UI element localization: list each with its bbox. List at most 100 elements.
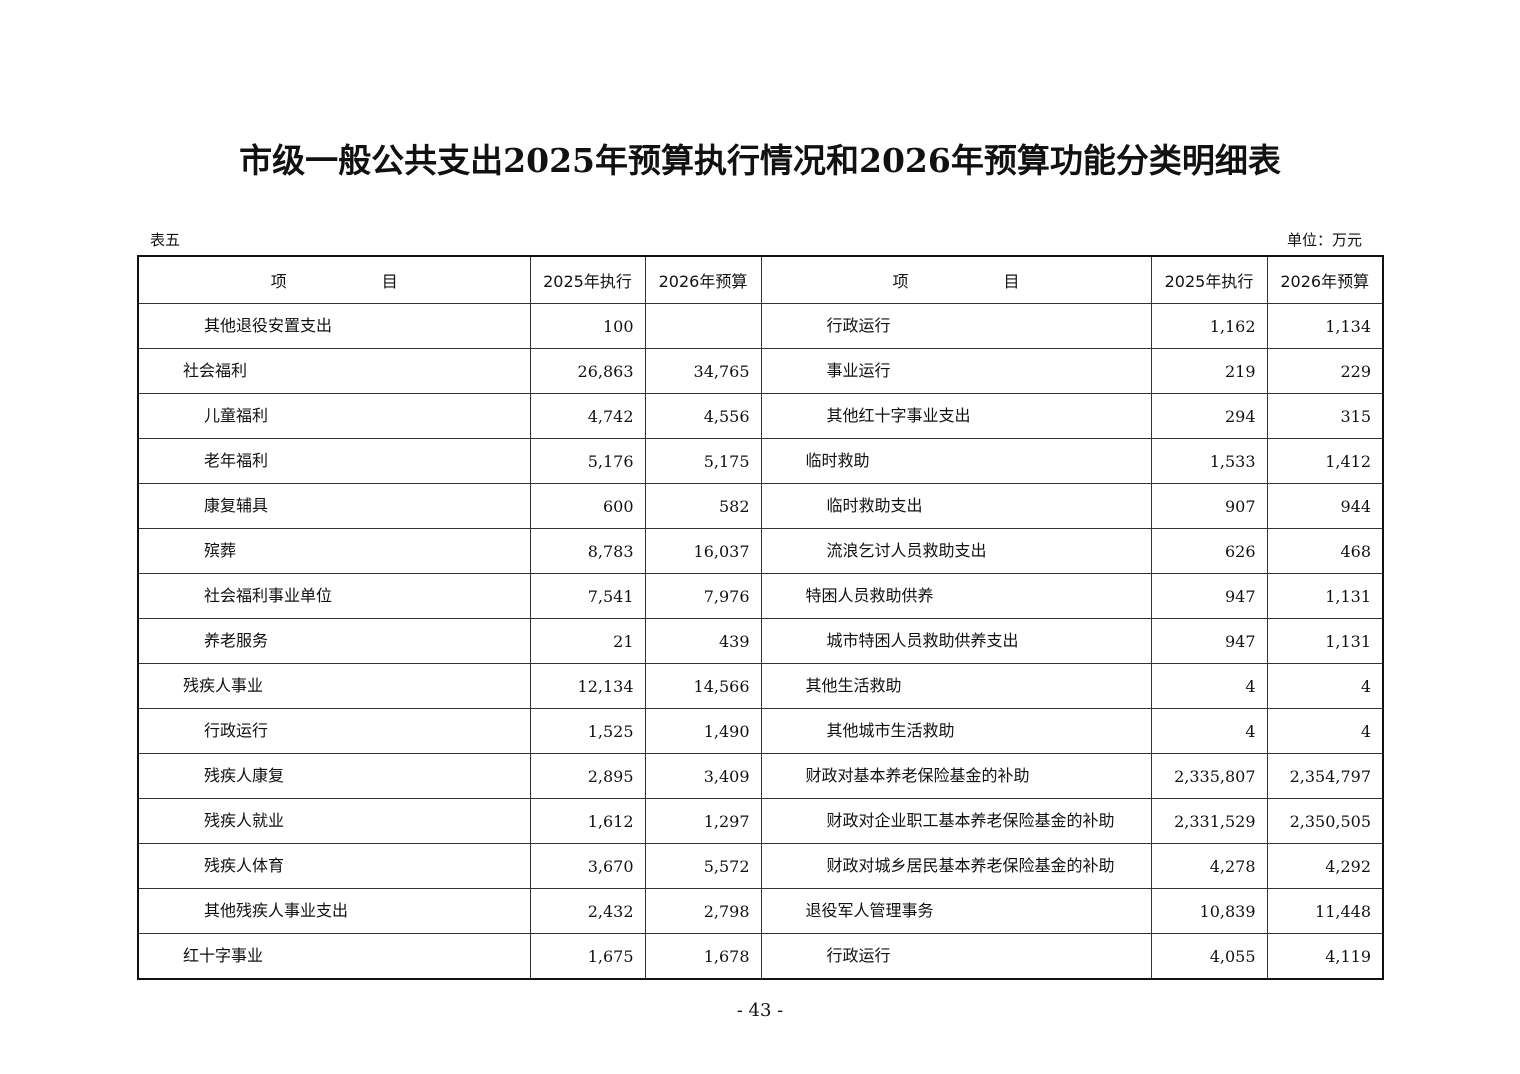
left-item-name: 养老服务 — [137, 618, 531, 664]
left-exec-value: 12,134 — [529, 663, 646, 709]
left-budget-value: 34,765 — [644, 348, 762, 394]
unit-label: 单位：万元 — [1286, 231, 1362, 249]
left-item-name: 行政运行 — [137, 708, 531, 754]
right-item-name: 财政对城乡居民基本养老保险基金的补助 — [760, 843, 1152, 889]
left-budget-value: 5,572 — [644, 843, 762, 889]
right-item-name: 特困人员救助供养 — [760, 573, 1152, 619]
left-item-name: 残疾人体育 — [137, 843, 531, 889]
left-exec-value: 1,612 — [529, 798, 646, 844]
right-exec-value: 2,335,807 — [1150, 753, 1268, 799]
right-budget-value: 468 — [1266, 528, 1384, 574]
right-budget-value: 4,292 — [1266, 843, 1384, 889]
header-budget-left: 2026年预算 — [644, 255, 762, 304]
table-row: 残疾人事业 12,134 14,566 其他生活救助 4 4 — [137, 663, 1384, 709]
table-row: 红十字事业 1,675 1,678 行政运行 4,055 4,119 — [137, 933, 1384, 980]
right-budget-value: 4,119 — [1266, 933, 1384, 980]
left-item-name: 其他残疾人事业支出 — [137, 888, 531, 934]
right-budget-value: 229 — [1266, 348, 1384, 394]
right-exec-value: 10,839 — [1150, 888, 1268, 934]
table-row: 其他残疾人事业支出 2,432 2,798 退役军人管理事务 10,839 11,448 — [137, 888, 1384, 934]
left-budget-value: 4,556 — [644, 393, 762, 439]
table-row: 社会福利事业单位 7,541 7,976 特困人员救助供养 947 1,131 — [137, 573, 1384, 619]
header-item-char: 项 — [270, 272, 287, 291]
right-exec-value: 4,055 — [1150, 933, 1268, 980]
left-budget-value: 439 — [644, 618, 762, 664]
left-exec-value: 2,895 — [529, 753, 646, 799]
table-row: 残疾人康复 2,895 3,409 财政对基本养老保险基金的补助 2,335,807 2,… — [137, 753, 1384, 799]
left-exec-value: 600 — [529, 483, 646, 529]
right-budget-value: 4 — [1266, 708, 1384, 754]
right-item-name: 其他红十字事业支出 — [760, 393, 1152, 439]
header-item-char: 目 — [381, 272, 398, 291]
header-item-char: 项 — [892, 272, 909, 291]
right-exec-value: 2,331,529 — [1150, 798, 1268, 844]
left-exec-value: 21 — [529, 618, 646, 664]
right-exec-value: 907 — [1150, 483, 1268, 529]
left-exec-value: 2,432 — [529, 888, 646, 934]
left-item-name: 红十字事业 — [137, 933, 531, 980]
left-item-name: 社会福利 — [137, 348, 531, 394]
left-budget-value: 16,037 — [644, 528, 762, 574]
left-budget-value: 7,976 — [644, 573, 762, 619]
right-budget-value: 1,134 — [1266, 303, 1384, 349]
left-item-name: 残疾人就业 — [137, 798, 531, 844]
right-budget-value: 1,131 — [1266, 573, 1384, 619]
right-item-name: 流浪乞讨人员救助支出 — [760, 528, 1152, 574]
table-row: 其他退役安置支出 100 行政运行 1,162 1,134 — [137, 303, 1384, 349]
right-exec-value: 1,533 — [1150, 438, 1268, 484]
left-budget-value: 1,297 — [644, 798, 762, 844]
left-exec-value: 1,525 — [529, 708, 646, 754]
table-row: 行政运行 1,525 1,490 其他城市生活救助 4 4 — [137, 708, 1384, 754]
page-title: 市级一般公共支出2025年预算执行情况和2026年预算功能分类明细表 — [239, 141, 1281, 180]
table-row: 儿童福利 4,742 4,556 其他红十字事业支出 294 315 — [137, 393, 1384, 439]
left-exec-value: 7,541 — [529, 573, 646, 619]
page-number: - 43 - — [736, 1000, 784, 1021]
right-exec-value: 4,278 — [1150, 843, 1268, 889]
right-exec-value: 947 — [1150, 573, 1268, 619]
left-budget-value: 3,409 — [644, 753, 762, 799]
right-budget-value: 315 — [1266, 393, 1384, 439]
left-exec-value: 4,742 — [529, 393, 646, 439]
table-row: 养老服务 21 439 城市特困人员救助供养支出 947 1,131 — [137, 618, 1384, 664]
right-item-name: 其他城市生活救助 — [760, 708, 1152, 754]
table-row: 殡葬 8,783 16,037 流浪乞讨人员救助支出 626 468 — [137, 528, 1384, 574]
right-item-name: 行政运行 — [760, 303, 1152, 349]
right-budget-value: 2,354,797 — [1266, 753, 1384, 799]
right-exec-value: 219 — [1150, 348, 1268, 394]
left-budget-value: 14,566 — [644, 663, 762, 709]
right-exec-value: 4 — [1150, 663, 1268, 709]
right-item-name: 临时救助 — [760, 438, 1152, 484]
left-item-name: 老年福利 — [137, 438, 531, 484]
right-item-name: 财政对基本养老保险基金的补助 — [760, 753, 1152, 799]
table-number: 表五 — [150, 231, 181, 249]
table-row: 社会福利 26,863 34,765 事业运行 219 229 — [137, 348, 1384, 394]
left-budget-value: 1,678 — [644, 933, 762, 980]
table-row: 康复辅具 600 582 临时救助支出 907 944 — [137, 483, 1384, 529]
left-item-name: 康复辅具 — [137, 483, 531, 529]
right-item-name: 行政运行 — [760, 933, 1152, 980]
left-budget-value: 2,798 — [644, 888, 762, 934]
left-budget-value: 5,175 — [644, 438, 762, 484]
right-item-name: 其他生活救助 — [760, 663, 1152, 709]
header-exec-right: 2025年执行 — [1150, 255, 1268, 304]
left-budget-value: 582 — [644, 483, 762, 529]
table-row: 老年福利 5,176 5,175 临时救助 1,533 1,412 — [137, 438, 1384, 484]
left-budget-value: 1,490 — [644, 708, 762, 754]
left-item-name: 殡葬 — [137, 528, 531, 574]
left-item-name: 其他退役安置支出 — [137, 303, 531, 349]
left-budget-value — [644, 303, 762, 349]
right-exec-value: 294 — [1150, 393, 1268, 439]
right-exec-value: 947 — [1150, 618, 1268, 664]
right-budget-value: 4 — [1266, 663, 1384, 709]
right-budget-value: 11,448 — [1266, 888, 1384, 934]
header-exec-left: 2025年执行 — [529, 255, 646, 304]
left-item-name: 残疾人康复 — [137, 753, 531, 799]
right-exec-value: 1,162 — [1150, 303, 1268, 349]
right-budget-value: 1,412 — [1266, 438, 1384, 484]
left-exec-value: 1,675 — [529, 933, 646, 980]
left-exec-value: 100 — [529, 303, 646, 349]
left-exec-value: 8,783 — [529, 528, 646, 574]
right-exec-value: 4 — [1150, 708, 1268, 754]
right-item-name: 事业运行 — [760, 348, 1152, 394]
left-item-name: 残疾人事业 — [137, 663, 531, 709]
